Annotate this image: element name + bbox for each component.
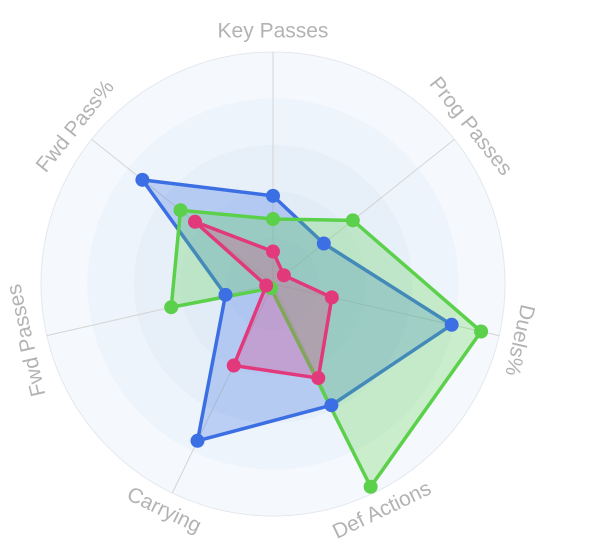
axis-label: Duels% xyxy=(500,302,539,378)
data-point xyxy=(218,287,233,302)
axis-label: Key Passes xyxy=(218,20,329,43)
data-point xyxy=(345,213,360,228)
data-point xyxy=(316,236,331,251)
data-point xyxy=(474,324,489,339)
spoke xyxy=(272,138,455,285)
data-point xyxy=(188,214,203,229)
data-point xyxy=(266,188,280,203)
data-point xyxy=(266,212,280,227)
data-point xyxy=(173,203,188,218)
data-point xyxy=(135,172,150,187)
data-point xyxy=(259,278,274,293)
spoke xyxy=(171,283,274,494)
spoke xyxy=(272,283,500,337)
series-area xyxy=(169,208,483,489)
data-point xyxy=(276,268,291,283)
spoke xyxy=(46,283,274,337)
data-point xyxy=(444,317,459,332)
data-point xyxy=(324,290,339,305)
data-point xyxy=(190,433,205,448)
data-point xyxy=(311,371,326,386)
data-point xyxy=(164,300,179,315)
data-point xyxy=(266,244,280,259)
data-point xyxy=(226,358,241,373)
data-point xyxy=(324,398,339,413)
data-point xyxy=(363,479,378,494)
series-area xyxy=(193,220,334,380)
